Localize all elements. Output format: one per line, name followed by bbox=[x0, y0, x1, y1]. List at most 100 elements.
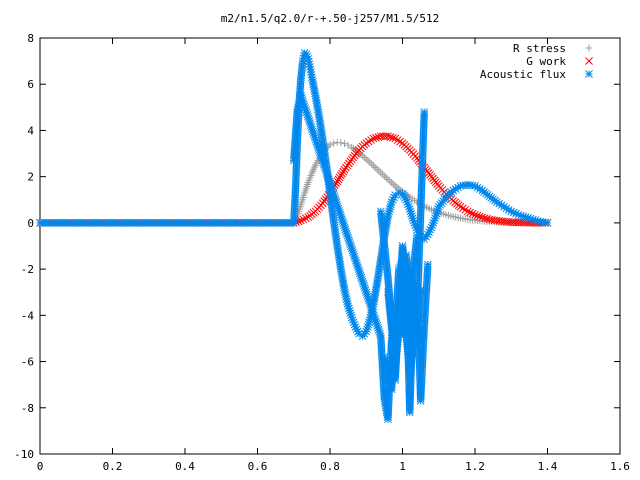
legend-marker bbox=[585, 70, 593, 78]
data-point bbox=[473, 211, 482, 220]
data-point bbox=[388, 179, 396, 187]
data-point bbox=[424, 260, 432, 269]
y-tick-label: -4 bbox=[21, 309, 35, 322]
data-point bbox=[377, 169, 385, 177]
data-point bbox=[478, 213, 487, 222]
data-point bbox=[337, 171, 345, 180]
x-tick-label: 0.6 bbox=[248, 460, 268, 473]
data-point bbox=[543, 219, 552, 227]
x-tick-label: 0.8 bbox=[320, 460, 340, 473]
data-point bbox=[337, 139, 345, 147]
data-point bbox=[297, 216, 305, 225]
data-point bbox=[413, 232, 421, 241]
legend-label: R stress bbox=[513, 42, 566, 55]
series-layer bbox=[36, 49, 552, 424]
data-point bbox=[459, 204, 467, 213]
data-point bbox=[330, 139, 338, 147]
data-point bbox=[391, 182, 399, 190]
data-point bbox=[344, 141, 352, 149]
y-tick-label: 2 bbox=[27, 171, 34, 184]
data-point bbox=[380, 172, 388, 180]
data-point bbox=[369, 134, 378, 143]
data-point bbox=[382, 174, 390, 182]
data-point bbox=[396, 137, 404, 146]
y-tick-label: -10 bbox=[14, 448, 34, 461]
x-tick-label: 0 bbox=[37, 460, 44, 473]
data-point bbox=[301, 214, 310, 223]
legend-marker bbox=[585, 44, 593, 52]
data-point bbox=[471, 210, 479, 219]
data-point bbox=[483, 214, 491, 223]
x-tick-label: 1.4 bbox=[538, 460, 558, 473]
data-point bbox=[386, 133, 395, 141]
x-tick-label: 1 bbox=[399, 460, 406, 473]
data-point bbox=[334, 175, 343, 184]
data-point bbox=[360, 153, 368, 161]
data-point bbox=[379, 170, 387, 178]
y-tick-label: 4 bbox=[27, 124, 34, 137]
data-point bbox=[364, 137, 373, 146]
data-point bbox=[370, 162, 377, 170]
data-point bbox=[384, 175, 392, 183]
data-point bbox=[475, 212, 484, 221]
data-point bbox=[359, 152, 367, 160]
y-tick-label: 0 bbox=[27, 217, 34, 230]
data-point bbox=[480, 214, 489, 222]
data-point bbox=[389, 180, 397, 188]
data-point bbox=[326, 141, 334, 149]
data-point bbox=[420, 108, 429, 116]
y-tick-label: 8 bbox=[27, 32, 34, 45]
data-point bbox=[364, 157, 372, 165]
data-point bbox=[468, 209, 477, 218]
data-point bbox=[362, 139, 371, 148]
data-point bbox=[456, 202, 465, 211]
legend-item: Acoustic flux bbox=[480, 68, 593, 81]
y-tick-label: -8 bbox=[21, 402, 34, 415]
chart-title: m2/n1.5/q2.0/r-+.50-j257/M1.5/512 bbox=[221, 12, 440, 25]
data-point bbox=[391, 134, 400, 143]
data-point bbox=[473, 183, 482, 192]
plot-frame bbox=[39, 37, 621, 455]
x-tick-label: 0.2 bbox=[103, 460, 123, 473]
data-point bbox=[372, 133, 380, 142]
data-point bbox=[348, 143, 356, 151]
data-point bbox=[367, 136, 375, 144]
data-point bbox=[373, 165, 381, 173]
x-tick-label: 1.6 bbox=[610, 460, 630, 473]
y-tick-label: -2 bbox=[21, 263, 34, 276]
data-point bbox=[371, 164, 379, 172]
y-tick-label: -6 bbox=[21, 356, 34, 369]
data-point bbox=[384, 132, 392, 141]
data-point bbox=[335, 173, 344, 182]
data-point bbox=[339, 167, 348, 176]
data-point bbox=[368, 160, 376, 168]
data-point bbox=[338, 169, 346, 178]
data-point bbox=[393, 136, 402, 144]
data-point bbox=[388, 133, 397, 142]
y-axis: -10 -8 -6 -4 -2 0 2 4 6 8 bbox=[14, 32, 620, 461]
data-point bbox=[466, 208, 475, 217]
data-point bbox=[463, 207, 472, 216]
x-tick-label: 1.2 bbox=[465, 460, 485, 473]
data-point bbox=[341, 140, 348, 148]
data-point bbox=[416, 286, 425, 294]
x-tick-label: 0.4 bbox=[175, 460, 195, 473]
data-point bbox=[375, 167, 383, 175]
data-point bbox=[461, 205, 470, 214]
legend-label: Acoustic flux bbox=[480, 68, 566, 81]
data-point bbox=[299, 215, 308, 224]
legend-item: G work bbox=[526, 55, 593, 68]
data-point bbox=[366, 158, 374, 166]
legend-marker bbox=[585, 57, 593, 65]
plot-border bbox=[39, 37, 621, 455]
data-point bbox=[362, 155, 370, 163]
legend-item: R stress bbox=[513, 42, 593, 55]
y-tick-label: 6 bbox=[27, 78, 34, 91]
data-point bbox=[294, 217, 303, 226]
data-point bbox=[386, 177, 394, 185]
series-acoustic-flux bbox=[36, 49, 552, 424]
legend-label: G work bbox=[526, 55, 566, 68]
